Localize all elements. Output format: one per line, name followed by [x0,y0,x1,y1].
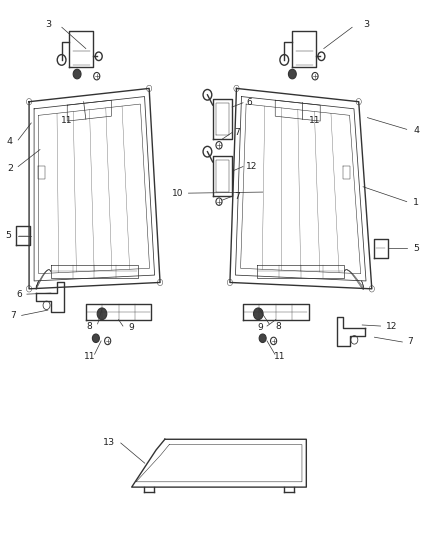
Text: 6: 6 [246,98,252,107]
Circle shape [92,334,99,343]
Text: 2: 2 [7,164,13,173]
Circle shape [73,69,81,79]
Circle shape [97,308,107,320]
Text: 7: 7 [234,128,240,137]
Text: 8: 8 [87,321,92,330]
Text: 4: 4 [7,137,13,146]
Text: 3: 3 [363,20,369,29]
Text: 11: 11 [273,352,285,361]
Text: 6: 6 [16,289,21,298]
Text: 3: 3 [45,20,51,29]
Text: 7: 7 [234,192,240,201]
Circle shape [259,334,266,343]
Text: 10: 10 [172,189,183,198]
Text: 4: 4 [413,126,419,135]
Text: 8: 8 [275,321,281,330]
Text: 11: 11 [85,352,96,361]
Text: 12: 12 [386,321,397,330]
Text: 11: 11 [308,116,320,125]
Text: 9: 9 [257,323,263,332]
Text: 7: 7 [408,337,413,346]
Text: 11: 11 [61,116,73,125]
Text: 7: 7 [10,311,16,320]
Text: 1: 1 [413,198,419,207]
Text: 5: 5 [413,244,419,253]
Circle shape [254,308,263,320]
Text: 12: 12 [246,162,258,171]
Text: 5: 5 [6,231,12,240]
Circle shape [288,69,296,79]
Text: 9: 9 [128,323,134,332]
Text: 13: 13 [103,439,115,448]
